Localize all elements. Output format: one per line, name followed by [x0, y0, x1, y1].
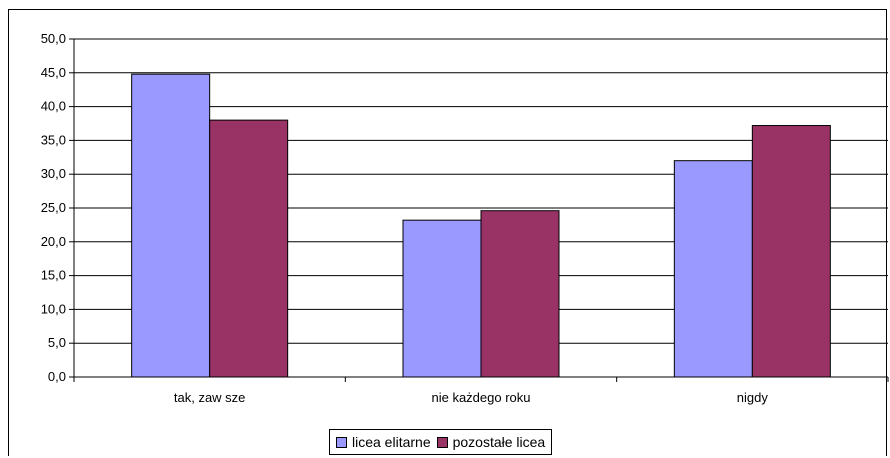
- y-tick-label: 0,0: [48, 369, 66, 384]
- y-tick-label: 50,0: [41, 31, 66, 46]
- axes: [69, 38, 889, 382]
- y-tick-label: 25,0: [41, 200, 66, 215]
- bars: [131, 73, 831, 378]
- legend-label-pozostale-licea: pozostałe licea: [452, 434, 546, 450]
- legend-swatch-licea-elitarne: [336, 436, 347, 448]
- x-tick-label: nie każdego roku: [431, 390, 530, 405]
- y-tick-label: 15,0: [41, 268, 66, 283]
- x-tick-label: nigdy: [737, 390, 769, 405]
- y-tick-label: 30,0: [41, 166, 66, 181]
- bar-0-2: [673, 160, 753, 378]
- legend: licea elitarne pozostałe licea: [329, 429, 553, 455]
- y-tick-label: 35,0: [41, 132, 66, 147]
- bar-1-0: [209, 119, 289, 378]
- bar-1-1: [480, 210, 560, 378]
- y-tick-label: 10,0: [41, 301, 66, 316]
- legend-entry-licea-elitarne: licea elitarne: [336, 434, 431, 450]
- y-tick-label: 5,0: [48, 335, 66, 350]
- legend-swatch-pozostale-licea: [436, 436, 448, 448]
- legend-label-licea-elitarne: licea elitarne: [352, 434, 431, 450]
- bar-1-2: [751, 125, 831, 378]
- y-tick-label: 40,0: [41, 99, 66, 114]
- y-tick-label: 20,0: [41, 234, 66, 249]
- y-tick-label: 45,0: [41, 65, 66, 80]
- axis-labels: 0,0 5,0 10,0 15,0 20,0 25,0 30,0 35,0 40,0 45,0 50…: [41, 31, 769, 405]
- bar-0-0: [131, 73, 211, 378]
- legend-entry-pozostale-licea: pozostałe licea: [436, 434, 546, 450]
- bar-0-1: [402, 219, 482, 378]
- x-tick-label: tak, zaw sze: [174, 390, 246, 405]
